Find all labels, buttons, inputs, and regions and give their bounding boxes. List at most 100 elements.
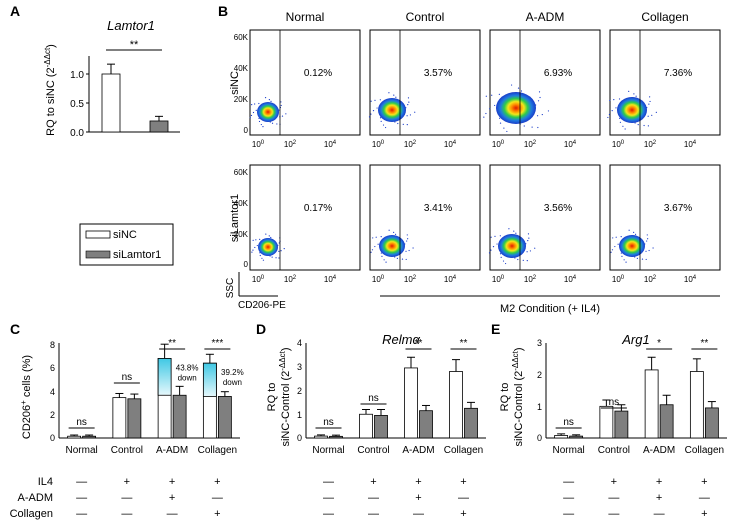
flow-event-dot — [612, 237, 614, 239]
flow-plot-sinc-collagen: 7.36% 100 102 104 — [607, 29, 721, 149]
flow-event-dot — [271, 256, 273, 258]
treatment-cell: + — [701, 508, 707, 520]
panel-d-bar-silamtor1 — [329, 435, 343, 439]
flow-event-dot — [397, 122, 399, 125]
svg-text:40K: 40K — [234, 199, 249, 208]
flow-event-dot — [499, 253, 502, 255]
flow-event-dot — [490, 249, 492, 251]
flow-event-dot — [496, 243, 498, 245]
flow-event-dot — [380, 252, 382, 254]
flow-event-dot — [645, 250, 647, 252]
flow-event-dot — [406, 115, 408, 117]
treatment-cell: + — [460, 476, 466, 488]
legend-label-silamtor1: siLamtor1 — [113, 249, 161, 261]
flow-event-dot — [620, 252, 622, 254]
flow-event-dot — [646, 240, 648, 242]
flow-percentage: 3.57% — [424, 68, 452, 79]
flow-density-cloud — [258, 238, 278, 256]
flow-event-dot — [371, 249, 374, 251]
flow-percentage: 3.41% — [424, 203, 452, 214]
flow-event-dot — [646, 234, 648, 236]
flow-event-dot — [368, 116, 371, 118]
flow-x-tick-label: 102 — [404, 275, 417, 284]
flow-event-dot — [372, 237, 374, 239]
panel-d-bar-sinc — [449, 371, 463, 439]
flow-event-dot — [407, 103, 409, 106]
svg-text:20K: 20K — [234, 95, 249, 104]
panel-c-category-label: Collagen — [198, 445, 237, 456]
panel-e-category-label: A-ADM — [643, 445, 675, 456]
flow-event-dot — [647, 125, 649, 127]
flow-event-dot — [278, 257, 280, 259]
ssc-axis-label: SSC — [225, 278, 236, 299]
flow-density-cloud — [617, 97, 647, 123]
panel-e-bar-silamtor1 — [659, 404, 674, 439]
treatment-cell: + — [214, 508, 220, 520]
panel-d-tick-label: 0 — [297, 433, 302, 443]
flow-event-dot — [393, 94, 395, 96]
flow-event-dot — [528, 237, 530, 239]
treatment-row-label-collagen: Collagen — [10, 508, 53, 520]
panel-d-category-label: Normal — [312, 445, 344, 456]
flow-event-dot — [285, 113, 287, 115]
flow-event-dot — [531, 126, 533, 128]
flow-event-dot — [620, 236, 622, 238]
treatment-cell: — — [458, 492, 469, 504]
panel-c-chart: CD206+ cells (%) 8 6 4 2 0 ns Normal ns Con… — [19, 338, 244, 456]
flow-event-dot — [614, 245, 616, 248]
panel-e-bar-sinc — [689, 371, 704, 439]
svg-text:60K: 60K — [234, 168, 249, 177]
flow-x-tick-label: 100 — [372, 275, 385, 284]
panel-c-reduction-highlight — [202, 362, 217, 397]
flow-event-dot — [634, 233, 637, 235]
flow-event-dot — [655, 111, 657, 113]
panel-e-ylabel-line2: siNC-Control (2-ΔΔct) — [511, 347, 525, 446]
flow-x-tick-label: 102 — [644, 140, 657, 149]
svg-text:60K: 60K — [234, 33, 249, 42]
panel-c-bar-silamtor1 — [82, 435, 97, 439]
panel-a-tick-label: 0.5 — [70, 99, 84, 110]
flow-event-dot — [382, 124, 385, 126]
panel-c-reduction-annotation: 39.2% — [221, 368, 244, 377]
flow-x-tick-label: 102 — [404, 140, 417, 149]
flow-percentage: 7.36% — [664, 68, 692, 79]
flow-event-dot — [547, 110, 550, 112]
svg-text:0: 0 — [244, 260, 249, 269]
flow-event-dot — [636, 257, 638, 259]
treatment-cell: + — [656, 476, 662, 488]
flow-event-dot — [508, 228, 510, 230]
flow-event-dot — [374, 245, 376, 248]
flow-x-tick-label: 100 — [492, 140, 505, 149]
treatment-cell: + — [370, 476, 376, 488]
flow-event-dot — [502, 260, 505, 262]
treatment-cell: — — [323, 476, 334, 488]
flow-event-dot — [494, 235, 496, 238]
flow-event-dot — [280, 250, 282, 252]
panel-e-category-label: Normal — [553, 445, 585, 456]
panel-d-title: Relmα — [382, 332, 420, 347]
flow-event-dot — [611, 110, 613, 112]
panel-b-headers: Normal Control A-ADM Collagen siNC siLam… — [229, 10, 689, 242]
flow-event-dot — [395, 96, 397, 98]
panel-c-reduction-highlight — [157, 358, 172, 396]
flow-event-dot — [412, 247, 414, 249]
flow-event-dot — [374, 99, 376, 102]
flow-event-dot — [385, 261, 387, 263]
flow-x-tick-label: 104 — [564, 275, 577, 284]
flow-event-dot — [252, 111, 255, 114]
row-label-sinc: siNC — [229, 71, 241, 95]
flow-percentage: 3.56% — [544, 203, 572, 214]
panel-c-category-label: A-ADM — [156, 445, 188, 456]
panel-c-tick-label: 6 — [50, 363, 55, 373]
panel-c-reduction-annotation: 43.8% — [176, 363, 199, 372]
flow-x-tick-label: 104 — [444, 140, 457, 149]
condition-header-control: Control — [406, 10, 445, 24]
flow-event-dot — [537, 100, 540, 102]
flow-yaxis-top: 60K 40K 20K 0 — [234, 33, 249, 135]
panel-d-sig-label: ns — [368, 393, 379, 404]
flow-event-dot — [401, 258, 404, 260]
flow-event-dot — [379, 99, 381, 101]
panel-label-e: E — [491, 321, 500, 337]
flow-event-dot — [388, 229, 390, 231]
